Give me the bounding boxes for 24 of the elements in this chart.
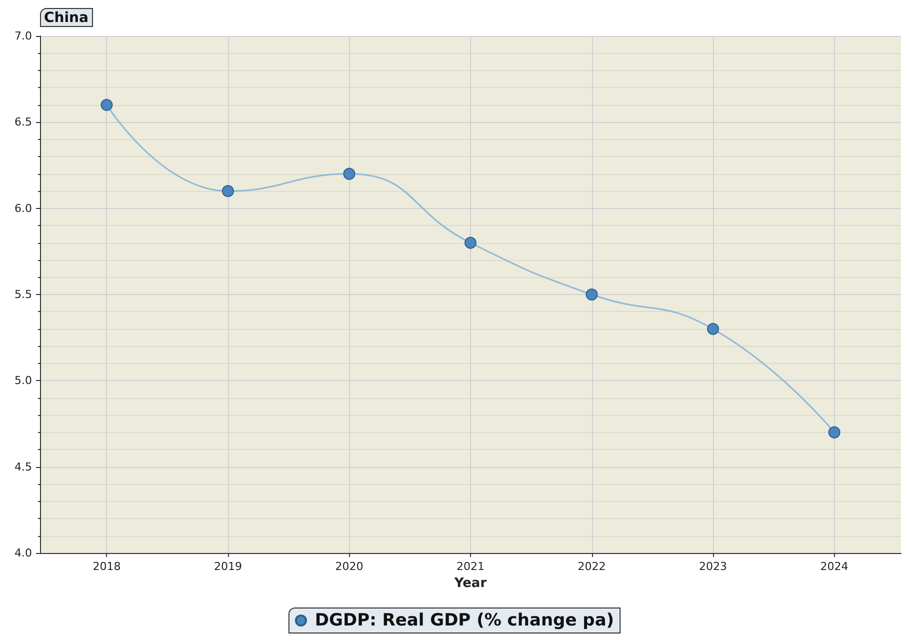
chart-title: China xyxy=(44,10,88,26)
legend-label: DGDP: Real GDP (% change pa) xyxy=(314,610,614,630)
point xyxy=(100,98,113,111)
x-tick-label: 2021 xyxy=(456,560,484,573)
y-tick-label: 5.5 xyxy=(14,288,32,301)
point xyxy=(343,168,356,180)
x-tick-label: 2019 xyxy=(214,560,242,573)
y-tick-label: 7.0 xyxy=(14,30,32,42)
x-tick-label: 2023 xyxy=(699,560,728,573)
x-tick-label: 2022 xyxy=(578,560,606,573)
point xyxy=(222,185,234,198)
point xyxy=(828,426,840,438)
point xyxy=(586,288,598,300)
y-tick-label: 6.0 xyxy=(14,202,32,215)
x-tick-label: 2024 xyxy=(820,560,848,573)
x-tick-label: 2020 xyxy=(335,560,364,573)
y-tick-label: 6.5 xyxy=(14,116,32,129)
y-tick-label: 5.0 xyxy=(14,374,32,388)
y-tick-label: 4.0 xyxy=(14,546,32,560)
x-tick-label: 2018 xyxy=(92,560,121,573)
point xyxy=(464,236,476,249)
y-tick-label: 4.5 xyxy=(14,460,32,474)
x-axis-title: Year xyxy=(453,576,488,591)
point xyxy=(707,322,720,335)
